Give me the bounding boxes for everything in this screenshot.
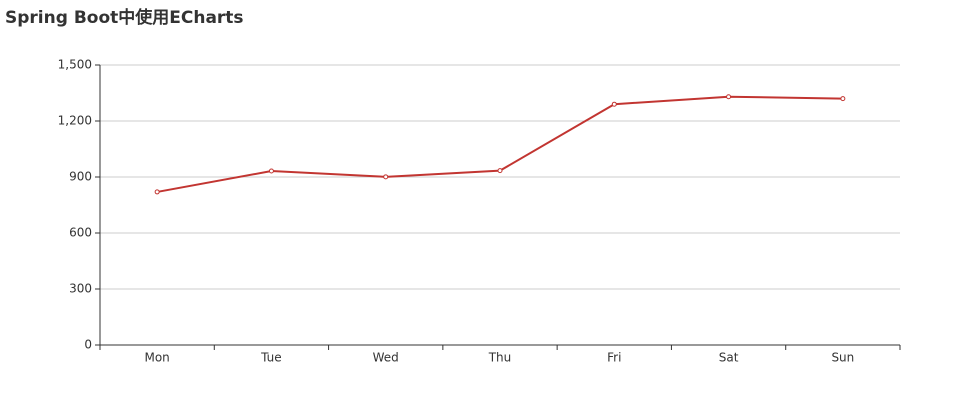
x-tick-label: Sat — [719, 351, 739, 365]
y-tick-label: 300 — [69, 282, 92, 296]
x-tick-label: Tue — [260, 351, 282, 365]
chart-title: Spring Boot中使用ECharts — [5, 7, 244, 28]
x-tick-label: Thu — [488, 351, 512, 365]
point — [726, 94, 732, 100]
y-tick-label: 1,500 — [58, 58, 92, 72]
x-tick-label: Sun — [831, 351, 854, 365]
point — [840, 96, 846, 102]
x-tick-label: Wed — [373, 351, 399, 365]
y-tick-label: 900 — [69, 170, 92, 184]
point — [268, 168, 274, 174]
point — [383, 174, 389, 180]
y-tick-label: 1,200 — [58, 114, 92, 128]
y-tick-label: 0 — [84, 338, 92, 352]
line — [156, 95, 843, 193]
point — [497, 168, 503, 174]
x-tick-label: Fri — [607, 351, 621, 365]
point — [154, 189, 160, 195]
point — [611, 101, 617, 107]
x-tick-label: Mon — [144, 351, 169, 365]
y-tick-label: 600 — [69, 226, 92, 240]
